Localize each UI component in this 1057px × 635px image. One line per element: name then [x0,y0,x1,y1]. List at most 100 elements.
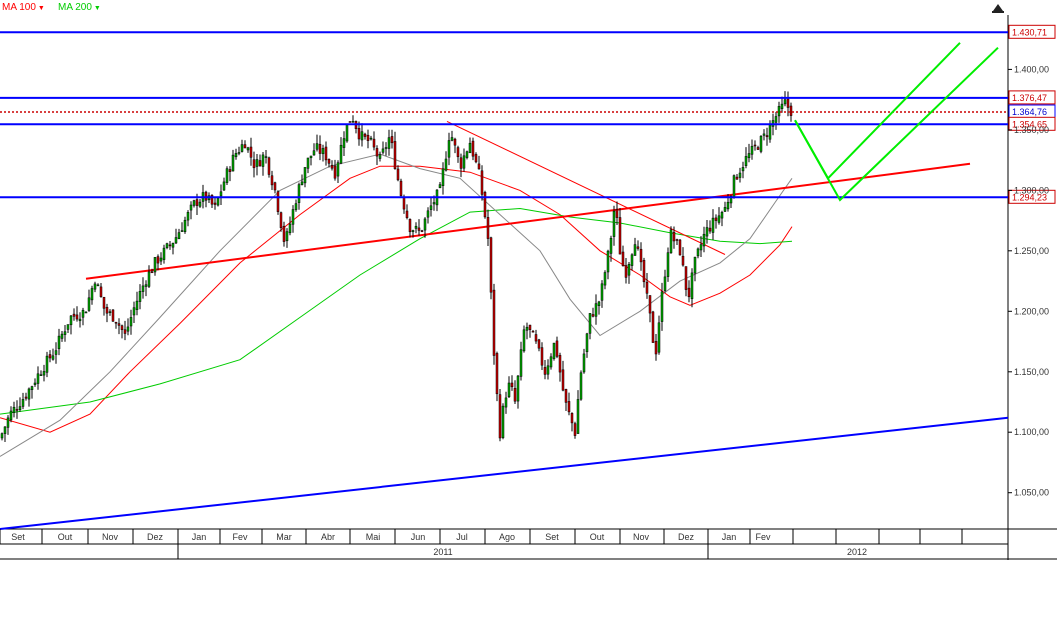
candle-body [579,372,583,400]
candle-body [768,124,772,140]
candle-body [291,209,295,225]
y-tick-label: 1.400,00 [1014,64,1049,74]
candle-body [573,423,577,436]
candle-body [750,145,754,155]
x-tick-label: Nov [102,532,119,542]
candle-body [312,150,316,156]
y-tick-label: 1.050,00 [1014,488,1049,498]
candle-body [669,229,673,254]
legend-ma100[interactable]: MA 100 ▼ [2,2,45,13]
candle-body [654,341,658,355]
candle-body [507,382,511,398]
candle-body [315,143,319,150]
candle-body [738,172,742,178]
candle-body [540,347,544,366]
candle-body [732,175,736,198]
chevron-down-icon: ▼ [93,5,101,12]
candle-body [447,140,451,158]
candle-body [390,136,394,144]
candle-body [537,339,541,349]
candle-body [726,201,730,210]
legend-ma200[interactable]: MA 200 ▼ [58,2,101,13]
candle-body [618,217,622,255]
candle-body [138,291,142,302]
candle-body [705,227,709,237]
candle-body [549,356,553,368]
candle-body [594,303,598,317]
candle-body [15,409,19,411]
candle-body [402,197,406,210]
candle-body [561,369,565,391]
candle-body [777,106,781,117]
candle-body [324,146,328,161]
candle-body [186,212,190,221]
candle-body [747,153,751,159]
candle-body [441,168,445,186]
candle-body [9,410,13,421]
candle-body [627,264,631,276]
candle-body [255,159,259,167]
candle-body [372,138,376,148]
candle-body [408,219,412,233]
x-tick-label: Mar [276,532,292,542]
candle-body [519,349,523,377]
candle-body [615,209,619,218]
candle-body [528,324,532,330]
candle-body [108,311,112,313]
trend-line [446,120,726,255]
price-level-tag [1008,189,1056,204]
candle-body [444,158,448,171]
legend-ma200-label: MA 200 [58,2,92,13]
x-tick-label: Mai [366,532,381,542]
candle-body [480,170,484,195]
legend-ma100-label: MA 100 [2,2,36,13]
candle-body [180,230,184,232]
candle-body [681,255,685,266]
candle-body [438,184,442,188]
candle-body [501,405,505,438]
candle-body [465,151,469,158]
candle-body [240,144,244,152]
candle-body [75,314,79,320]
x-tick-label: Out [58,532,73,542]
projection-line [794,46,999,202]
candle-body [426,210,430,218]
candle-body [276,191,280,212]
candle-body [786,98,790,108]
price-level-tag [1008,116,1056,131]
candle-body [567,401,571,413]
candle-body [66,324,70,330]
trend-line [85,162,971,280]
candle-body [711,217,715,233]
candle-body [492,289,496,356]
candle-body [543,367,547,375]
candle-body [723,207,727,212]
candle-body [432,202,436,205]
candle-body [234,153,238,158]
alert-icon[interactable] [992,4,1004,13]
candle-body [675,239,679,241]
candle-body [552,342,556,359]
candle-body [171,242,175,248]
price-levels-layer: 1.430,71 1.376,47 1.364,76 1.354,65 1.294,23 [0,24,1056,204]
candle-body [360,131,364,141]
candle-body [120,325,124,330]
candle-body [609,237,613,254]
candle-body [282,225,286,242]
candle-body [774,116,778,123]
candle-body [606,250,610,273]
candle-body [687,287,691,298]
candle-body [279,212,283,228]
candle-body [264,156,268,158]
candle-body [483,192,487,218]
candle-body [165,243,169,248]
candle-body [318,143,322,154]
price-level-label: 1.364,76 [1012,107,1047,117]
candle-body [471,140,475,157]
candle-body [459,157,463,169]
candle-body [384,147,388,149]
candle-body [249,146,253,158]
candle-body [513,388,517,402]
candle-body [690,272,694,299]
